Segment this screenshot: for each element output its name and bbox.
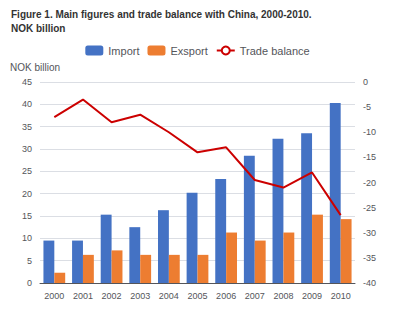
svg-text:2006: 2006 bbox=[216, 291, 236, 301]
svg-text:0: 0 bbox=[27, 278, 32, 288]
svg-text:2002: 2002 bbox=[102, 291, 122, 301]
svg-text:-15: -15 bbox=[363, 152, 376, 162]
svg-text:5: 5 bbox=[27, 256, 32, 266]
svg-text:2004: 2004 bbox=[159, 291, 179, 301]
svg-text:2007: 2007 bbox=[245, 291, 265, 301]
svg-text:10: 10 bbox=[22, 233, 32, 243]
svg-text:-20: -20 bbox=[363, 178, 376, 188]
svg-text:-5: -5 bbox=[363, 102, 371, 112]
svg-text:2010: 2010 bbox=[331, 291, 351, 301]
svg-text:2009: 2009 bbox=[302, 291, 322, 301]
svg-text:25: 25 bbox=[22, 166, 32, 176]
svg-text:Exsport: Exsport bbox=[170, 45, 207, 57]
svg-text:45: 45 bbox=[22, 77, 32, 87]
svg-text:40: 40 bbox=[22, 99, 32, 109]
svg-text:NOK billion: NOK billion bbox=[11, 23, 65, 34]
svg-text:15: 15 bbox=[22, 211, 32, 221]
svg-text:2005: 2005 bbox=[187, 291, 207, 301]
svg-text:2003: 2003 bbox=[130, 291, 150, 301]
svg-text:Import: Import bbox=[108, 45, 139, 57]
svg-text:-30: -30 bbox=[363, 228, 376, 238]
svg-text:20: 20 bbox=[22, 189, 32, 199]
svg-text:-35: -35 bbox=[363, 253, 376, 263]
svg-text:2000: 2000 bbox=[44, 291, 64, 301]
svg-text:Trade balance: Trade balance bbox=[240, 45, 310, 57]
svg-text:2008: 2008 bbox=[273, 291, 293, 301]
svg-text:0: 0 bbox=[363, 77, 368, 87]
svg-text:Figure 1. Main figures and tra: Figure 1. Main figures and trade balance… bbox=[11, 9, 312, 20]
svg-text:30: 30 bbox=[22, 144, 32, 154]
svg-text:35: 35 bbox=[22, 122, 32, 132]
svg-text:-10: -10 bbox=[363, 127, 376, 137]
svg-text:2001: 2001 bbox=[73, 291, 93, 301]
svg-text:-40: -40 bbox=[363, 278, 376, 288]
svg-text:-25: -25 bbox=[363, 203, 376, 213]
svg-text:NOK billion: NOK billion bbox=[10, 62, 60, 73]
